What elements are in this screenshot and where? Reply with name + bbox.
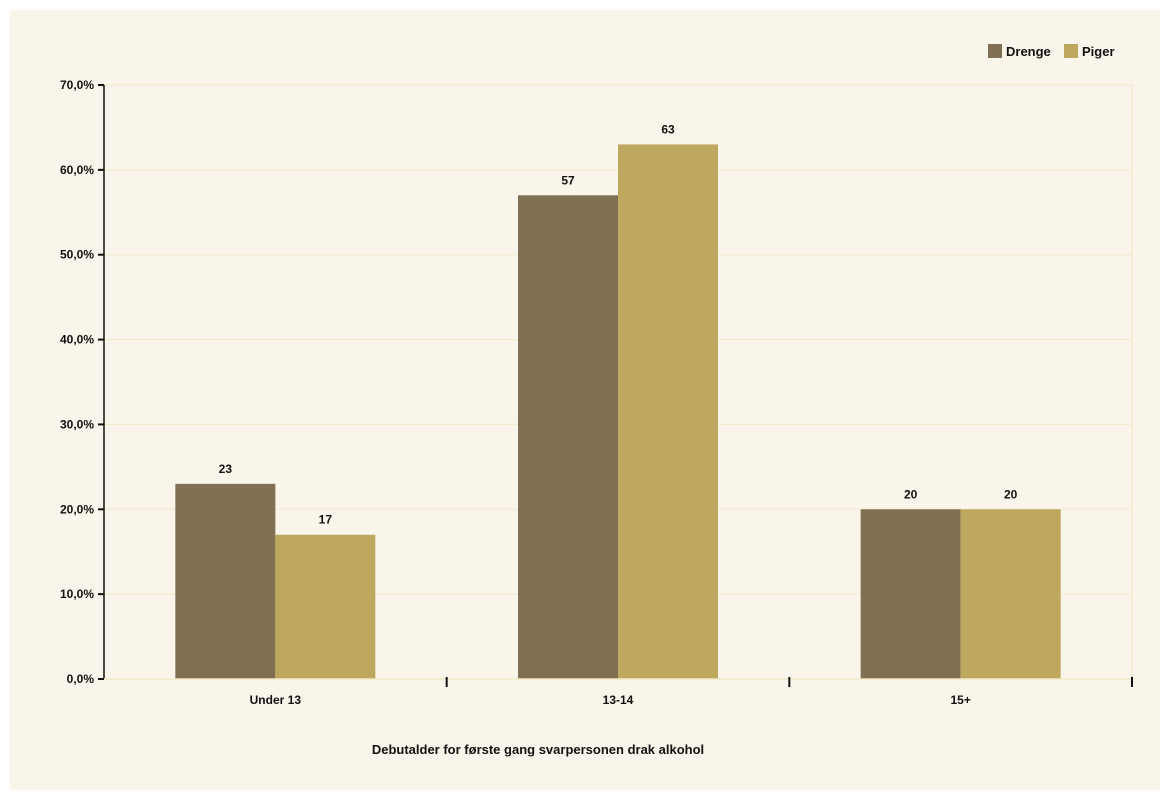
y-tick-label-0: 0,0% [67,672,95,686]
legend-swatch-piger [1064,44,1078,58]
y-tick-label-7: 70,0% [60,78,94,92]
bar-chart: 0,0% 10,0% 20,0% 30,0% 40,0% 50,0% 60,0% 70,0% U… [60,44,1133,757]
legend-swatch-drenge [988,44,1002,58]
data-label-drenge-0: 23 [219,462,233,476]
chart-frame: 0,0% 10,0% 20,0% 30,0% 40,0% 50,0% 60,0% 70,0% U… [10,10,1160,790]
data-label-piger-1: 63 [661,122,675,136]
y-tick-label-5: 50,0% [60,248,94,262]
bar-piger-2 [960,509,1061,679]
data-labels: 23 17 57 63 20 20 [219,122,1018,526]
data-label-piger-2: 20 [1004,487,1018,501]
y-tick-label-1: 10,0% [60,587,94,601]
y-tick-label-4: 40,0% [60,333,94,347]
bar-piger-1 [618,144,718,679]
x-tick-label-1: 13-14 [603,693,634,707]
bar-drenge-0 [175,483,276,679]
y-tick-label-2: 20,0% [60,502,94,516]
bars [175,144,1061,680]
x-tick-label-2: 15+ [950,693,970,707]
y-tick-label-3: 30,0% [60,417,94,431]
legend: Drenge Piger [988,44,1115,59]
data-label-piger-0: 17 [319,513,333,527]
bar-drenge-2 [860,509,961,679]
axes: 0,0% 10,0% 20,0% 30,0% 40,0% 50,0% 60,0% 70,0% U… [60,78,1133,707]
data-label-drenge-2: 20 [904,487,918,501]
x-axis-title: Debutalder for første gang svarpersonen … [372,742,704,757]
data-label-drenge-1: 57 [561,173,575,187]
bar-drenge-1 [518,195,618,680]
legend-label-piger: Piger [1082,44,1115,59]
y-tick-label-6: 60,0% [60,163,94,177]
x-tick-label-0: Under 13 [250,693,302,707]
bar-piger-0 [275,534,376,679]
legend-label-drenge: Drenge [1006,44,1051,59]
